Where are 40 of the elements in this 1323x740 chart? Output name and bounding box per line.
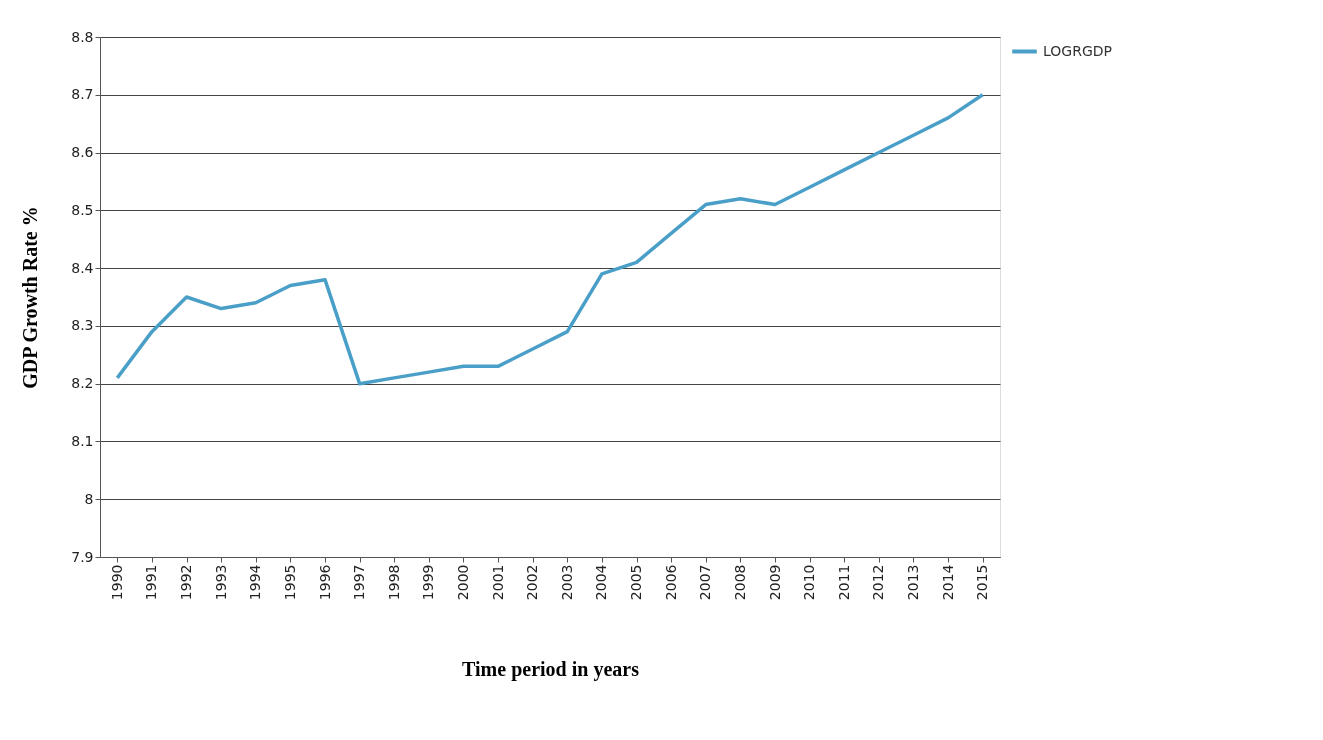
y-tick-label: 8.3 — [71, 317, 94, 334]
x-tick-label: 2002 — [524, 564, 541, 601]
x-tick-label: 2014 — [939, 564, 956, 601]
x-tick-label: 1990 — [108, 564, 125, 601]
x-tick-label: 2008 — [731, 564, 748, 601]
x-tick-label: 2001 — [489, 564, 506, 601]
y-tick-label: 8 — [84, 490, 94, 507]
y-tick-label: 8.4 — [71, 259, 94, 276]
x-tick-label: 1992 — [178, 564, 195, 601]
x-tick-label: 2011 — [835, 564, 852, 601]
x-tick-label: 2009 — [766, 564, 783, 601]
line-series — [115, 93, 985, 386]
y-tick-label: 8.6 — [71, 144, 94, 161]
x-tick-label: 2004 — [593, 564, 610, 601]
x-tick-label: 2010 — [801, 564, 818, 601]
y-tick-label: 8.2 — [71, 375, 94, 392]
y-tick-label: 8.8 — [71, 28, 94, 45]
x-tick-label: 2003 — [558, 564, 575, 601]
y-axis-title: GDP Growth Rate % — [19, 206, 42, 389]
x-tick-label: 2000 — [454, 564, 471, 601]
x-tick-label: 2005 — [628, 564, 645, 601]
x-tick-label: 2006 — [662, 564, 679, 601]
y-tick-label: 7.9 — [71, 548, 94, 565]
x-tick-label: 1998 — [385, 564, 402, 601]
x-tick-label: 2015 — [974, 564, 991, 601]
x-tick-label: 1996 — [316, 564, 333, 601]
x-tick-label: 2007 — [697, 564, 714, 601]
y-tick-label: 8.1 — [71, 432, 94, 449]
x-tick-label: 2012 — [870, 564, 887, 601]
y-tick-label: 8.5 — [71, 201, 94, 218]
x-tick-label: 1994 — [247, 564, 264, 601]
x-tick-label: 1993 — [212, 564, 229, 601]
x-tick-label: 2013 — [904, 564, 921, 601]
x-tick-label: 1999 — [420, 564, 437, 601]
legend-label: LOGRGDP — [1043, 42, 1112, 59]
x-tick-label: 1991 — [143, 564, 160, 601]
y-tick-label: 8.7 — [71, 86, 94, 103]
x-tick-label: 1997 — [351, 564, 368, 601]
x-axis-title: Time period in years — [462, 658, 640, 682]
x-tick-label: 1995 — [281, 564, 298, 601]
